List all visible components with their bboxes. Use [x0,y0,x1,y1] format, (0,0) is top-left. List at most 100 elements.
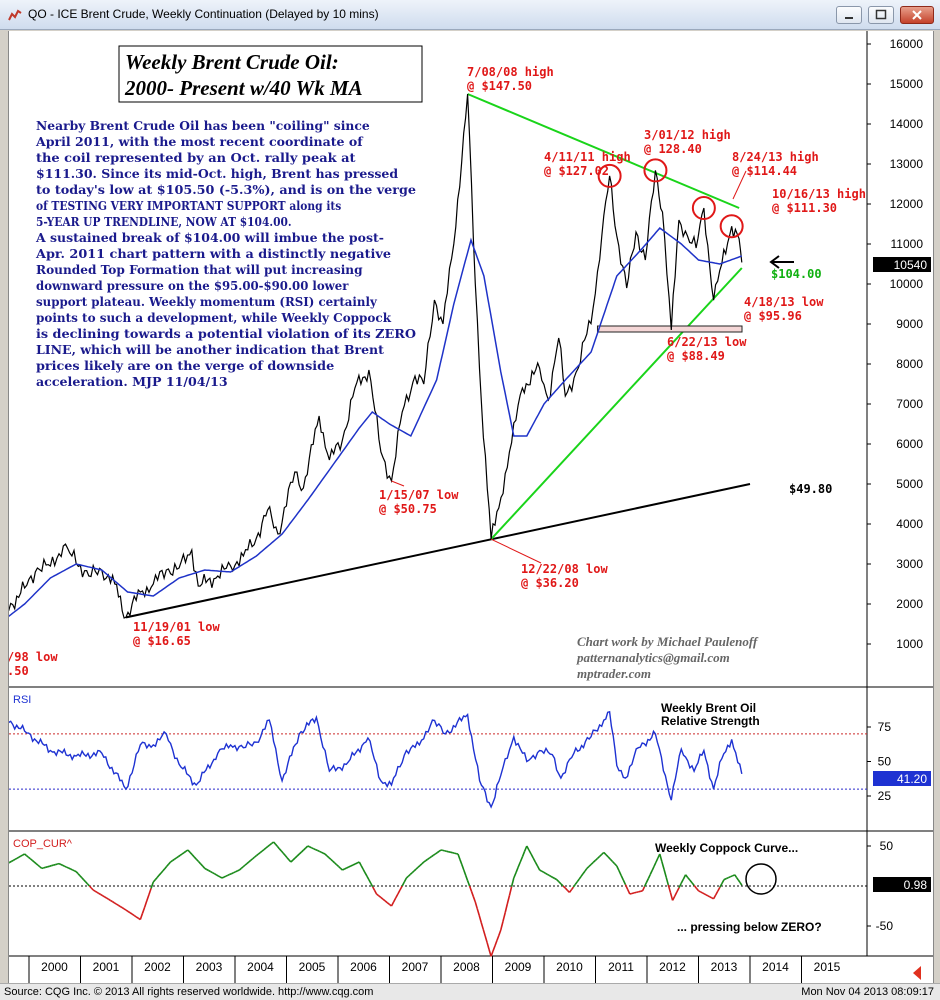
credit-line2: patternanalytics@gmail.com [576,650,730,665]
coppock-segment [684,874,689,878]
coppock-segment [143,900,148,908]
coppock-segment [328,857,332,860]
coppock-segment [653,861,657,867]
coppock-segment [519,856,524,863]
coppock-segment [16,856,20,859]
year-tick-label: 2003 [196,960,223,974]
coppock-segment [225,874,229,877]
price-tick-label: 13000 [890,157,924,171]
coppock-segment [739,882,743,886]
coppock-segment [135,916,139,919]
coppock-segment [274,843,279,847]
coppock-segment [272,841,277,845]
coppock-segment [513,872,517,879]
coppock-segment [453,852,457,855]
coppock-segment [54,863,58,866]
coppock-segment [645,878,650,883]
grid-layer [9,31,933,983]
credit-block: Chart work by Michael Paulenoff patterna… [576,634,759,681]
coppock-segment [253,854,257,858]
coppock-segment [332,860,336,864]
coppock-segment [221,876,225,879]
coppock-segment [403,877,408,883]
coppock-segment [85,881,89,885]
last-rsi-box [873,771,931,786]
coppock-segment [490,950,494,957]
coppock-segment [303,847,307,851]
coppock-segment [106,897,109,900]
coppock-segment [113,902,117,905]
coppock-segment [671,895,676,901]
coppock-segment [51,864,54,867]
coppock-segment [459,859,463,865]
coppock-segment [12,858,16,862]
coppock-segment [680,878,685,884]
coppock-segment [536,865,541,871]
coppock-segment [603,851,607,856]
coppock-segment [231,871,234,875]
coppock-segment [173,857,177,860]
commentary-line: support plateau. Weekly momentum (RSI) c… [36,295,378,309]
coppock-segment [20,854,24,857]
coppock-segment [592,859,596,863]
coppock-caption: ... pressing below ZERO? [677,920,822,934]
coppock-segment [594,857,599,861]
last-rsi-label: 41.20 [897,772,927,786]
coppock-segment [286,857,290,861]
coppock-segment [311,847,314,850]
title-bar[interactable]: QO - ICE Brent Crude, Weekly Continuatio… [0,0,940,30]
coppock-segment [104,896,108,899]
coppock-segment [206,868,209,872]
coppock-segment [294,855,298,859]
coppock-segment [83,879,87,883]
coppock-segment [193,856,197,860]
coppock-segment [687,876,691,881]
coppock-segment [141,906,146,914]
annotation-label: @ $111.30 [772,201,837,215]
coppock-segment [457,853,461,860]
last-price-label: 10540 [894,258,928,272]
coppock-segment [115,903,119,906]
coppock-segment [659,853,663,862]
price-tick-label: 11000 [891,237,924,251]
coppock-segment [35,862,39,866]
coppock-segment [29,858,33,862]
coppock-segment [255,853,259,857]
coppock-segment [77,873,81,877]
coppock-segment [217,875,221,878]
coppock-segment [711,897,714,900]
chart-canvas[interactable]: 16000 15000 14000 13000 12000 11000 10000 9000 8… [9,31,933,983]
coppock-segment [248,859,252,863]
coppock-segment [150,881,155,889]
commentary-line: to today's low at $105.50 (-5.3%), and i… [36,183,416,197]
coppock-segment [399,885,403,891]
coppock-segment [158,872,162,876]
price-tick-label: 7000 [896,397,923,411]
coppock-segment [229,872,232,876]
coppock-segment [378,895,382,899]
coppock-segment [480,922,484,930]
coppock-segment [429,856,432,859]
coppock-segment [517,861,522,868]
chart-area[interactable]: 16000 15000 14000 13000 12000 11000 10000 9000 8… [8,31,934,983]
coppock-segment [261,848,265,852]
series-layer [9,93,743,957]
price-tick-label: 16000 [890,37,924,51]
coppock-segment [707,895,711,898]
coppock-segment [419,863,423,867]
coppock-segment [125,909,129,913]
close-button[interactable] [900,6,934,24]
coppock-segment [464,875,469,881]
heading-line1: Weekly Brent Crude Oil: [125,50,339,74]
price-tick-label: 1000 [896,637,923,651]
coppock-segment [290,859,294,863]
coppock-segment [117,904,121,908]
axis-layer: 16000 15000 14000 13000 12000 11000 10000 9000 8… [28,37,931,983]
price-tick-label: 5000 [896,477,923,491]
trendline-value-label: $49.80 [789,482,832,496]
coppock-segment [238,867,242,871]
maximize-button[interactable] [868,6,894,24]
minimize-button[interactable] [836,6,862,24]
coppock-segment [572,883,576,888]
